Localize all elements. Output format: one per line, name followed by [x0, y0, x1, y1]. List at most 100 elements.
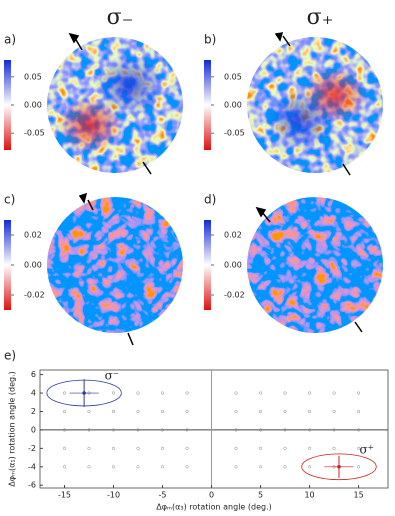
grid-point	[332, 446, 336, 450]
disk-a	[47, 37, 183, 173]
grid-point	[160, 428, 165, 432]
grid-point	[283, 428, 287, 432]
grid-point	[160, 391, 165, 395]
grid-point	[160, 446, 165, 450]
grid-point	[308, 391, 312, 395]
grid-point	[357, 409, 361, 414]
grid-point	[357, 428, 361, 432]
grid-point	[185, 428, 189, 432]
colorbar	[204, 60, 211, 150]
grid-point	[111, 391, 116, 395]
colorbar-tick-label: 0.02	[24, 231, 42, 240]
grid-point	[234, 409, 238, 414]
center-point	[82, 391, 86, 395]
grid-point	[357, 391, 361, 395]
y-tick-label: -4	[28, 462, 36, 471]
colorbar-tick-label: 0.00	[24, 101, 42, 110]
orientation-markers	[68, 32, 363, 346]
y-tick-label: -6	[28, 481, 36, 490]
grid-point	[283, 446, 287, 450]
colorbar-tick-label: -0.02	[224, 291, 245, 300]
grid-point	[111, 409, 116, 414]
y-tick-label: 2	[31, 407, 36, 416]
panel-label: c)	[4, 193, 15, 207]
panel-label: e)	[4, 349, 16, 363]
grid-point	[283, 409, 287, 414]
colorbar-tick-label: 0.02	[224, 231, 242, 240]
x-tick-label: -5	[159, 491, 167, 500]
grid-point	[308, 409, 312, 414]
grid-point	[332, 409, 336, 414]
grid-point	[259, 391, 263, 395]
grid-point	[87, 446, 91, 450]
colorbar	[4, 60, 11, 150]
x-tick-label: -10	[107, 491, 120, 500]
grid-point	[136, 391, 140, 395]
grid-point	[136, 409, 140, 414]
y-tick-label: 4	[31, 389, 36, 398]
grid-point	[136, 428, 140, 432]
series-label: σ⁻	[105, 369, 120, 383]
grid-point	[62, 391, 67, 395]
colorbar-tick-label: -0.05	[24, 129, 45, 138]
grid-point	[357, 465, 361, 469]
colorbar-tick-label: 0.00	[24, 261, 42, 270]
grid-point	[185, 465, 189, 469]
grid-point	[136, 446, 140, 450]
grid-point	[185, 391, 189, 395]
plot-frame	[39, 369, 389, 489]
series-label: σ⁺	[359, 442, 374, 456]
x-tick-label: 15	[353, 491, 363, 500]
grid-point	[160, 465, 165, 469]
disk-b	[247, 37, 383, 173]
colorbar-tick-label: -0.02	[24, 291, 45, 300]
colorbar	[4, 220, 11, 310]
grid-point	[185, 446, 189, 450]
grid-point	[160, 409, 165, 414]
grid-point	[332, 391, 336, 395]
colorbar-tick-label: 0.05	[224, 72, 242, 81]
grid-point	[308, 446, 312, 450]
panel-label: b)	[204, 33, 216, 47]
colorbar-tick-label: 0.05	[24, 72, 42, 81]
grid-point	[234, 428, 238, 432]
colorbar-tick-label: 0.00	[224, 261, 242, 270]
grid-point	[259, 465, 263, 469]
panel-title: σ₋	[107, 5, 134, 30]
grid-point	[111, 428, 116, 432]
grid-point	[62, 446, 67, 450]
colorbar-tick-label: 0.00	[224, 101, 242, 110]
grid-point	[308, 428, 312, 432]
grid-point	[62, 409, 67, 414]
y-tick-label: 0	[31, 425, 36, 434]
grid-point	[332, 428, 336, 432]
x-tick-label: -15	[58, 491, 71, 500]
grid-point	[87, 428, 91, 432]
grid-point	[308, 465, 312, 469]
panel-label: d)	[204, 193, 216, 207]
colorbar-tick-label: -0.05	[224, 129, 245, 138]
disk-c	[47, 197, 183, 333]
colorbar	[204, 220, 211, 310]
disk-d	[247, 197, 383, 333]
ellipse	[301, 453, 377, 481]
grid-point	[283, 465, 287, 469]
grid-point	[62, 465, 67, 469]
grid-point	[234, 446, 238, 450]
y-axis-label: Δφₘ(α₁) rotation angle (deg.)	[8, 371, 17, 487]
grid-point	[136, 465, 140, 469]
grid-point	[283, 391, 287, 395]
grid-point	[87, 409, 91, 414]
grid-point	[111, 446, 116, 450]
panel-title: σ₊	[307, 5, 334, 30]
grid-point	[62, 428, 67, 432]
center-point	[337, 464, 341, 469]
x-tick-label: 5	[258, 491, 263, 500]
y-tick-label: -2	[28, 444, 36, 453]
y-tick-label: 6	[31, 370, 36, 379]
x-axis-label: Δφₘ(α₃) rotation angle (deg.)	[156, 503, 272, 512]
grid-point	[259, 428, 263, 432]
grid-point	[111, 465, 116, 469]
x-tick-label: 10	[304, 491, 314, 500]
